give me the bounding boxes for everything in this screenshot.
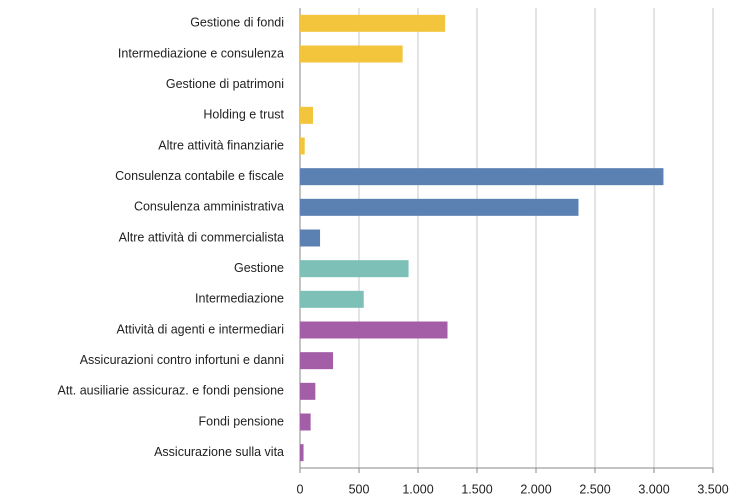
y-tick-label: Assicurazione sulla vita — [154, 445, 284, 459]
bar — [300, 198, 579, 216]
bar — [300, 137, 305, 155]
x-tick-label: 2.500 — [579, 482, 610, 496]
bar — [300, 260, 409, 278]
y-tick-label: Altre attività finanziarie — [158, 138, 284, 152]
y-tick-label: Holding e trust — [203, 108, 284, 122]
x-tick-label: 500 — [349, 482, 370, 496]
y-tick-label: Gestione di patrimoni — [166, 77, 284, 91]
bar — [300, 45, 403, 63]
y-tick-label: Att. ausiliarie assicuraz. e fondi pensi… — [57, 384, 284, 398]
y-tick-label: Fondi pensione — [199, 414, 285, 428]
y-tick-label: Altre attività di commercialista — [119, 230, 284, 244]
x-tick-label: 0 — [297, 482, 304, 496]
x-tick-label: 1.500 — [461, 482, 492, 496]
bar — [300, 290, 364, 308]
y-tick-label: Consulenza contabile e fiscale — [115, 169, 284, 183]
y-tick-label: Assicurazioni contro infortuni e danni — [80, 353, 284, 367]
x-tick-label: 3.000 — [638, 482, 669, 496]
y-tick-label: Consulenza amministrativa — [134, 200, 284, 214]
bar — [300, 106, 313, 124]
y-tick-label: Intermediazione e consulenza — [118, 46, 284, 60]
bar — [300, 229, 321, 247]
bar — [300, 382, 316, 400]
x-tick-label: 2.000 — [520, 482, 551, 496]
x-tick-label: 3.500 — [697, 482, 728, 496]
y-tick-label: Gestione di fondi — [190, 16, 284, 30]
y-tick-label: Intermediazione — [195, 292, 284, 306]
bar — [300, 168, 664, 186]
y-tick-label: Gestione — [234, 261, 284, 275]
bar — [300, 321, 448, 339]
bar — [300, 352, 334, 370]
bar — [300, 413, 311, 431]
y-tick-label: Attività di agenti e intermediari — [117, 322, 284, 336]
bar — [300, 14, 446, 32]
bar — [300, 444, 304, 462]
x-tick-label: 1.000 — [402, 482, 433, 496]
